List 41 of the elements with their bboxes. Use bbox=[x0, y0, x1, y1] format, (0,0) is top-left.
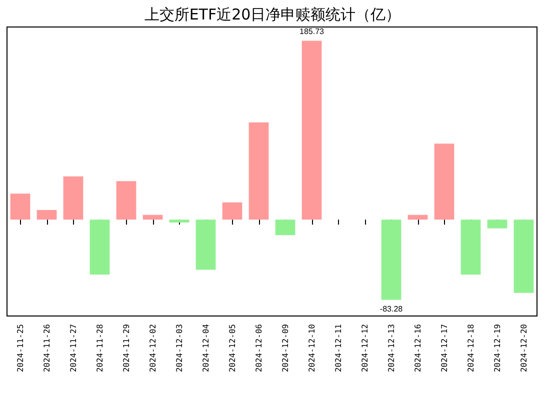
bar bbox=[381, 220, 402, 300]
x-tick-label: 2024-12-09 bbox=[280, 324, 290, 372]
x-tick-label: 2024-12-04 bbox=[201, 324, 210, 372]
data-label: 185.73 bbox=[300, 27, 325, 36]
x-tick-label: 2024-12-17 bbox=[440, 324, 449, 372]
data-label: -83.28 bbox=[380, 304, 404, 314]
x-tick-label: 2024-12-06 bbox=[254, 324, 264, 372]
x-tick-label: 2024-12-16 bbox=[413, 324, 422, 372]
x-tick-label: 2024-11-25 bbox=[16, 324, 25, 372]
bar bbox=[169, 220, 190, 223]
chart-title: 上交所ETF近20日净申赎额统计（亿） bbox=[144, 6, 401, 24]
x-tick-label: 2024-11-27 bbox=[68, 324, 78, 372]
bar bbox=[36, 210, 57, 220]
bar bbox=[275, 220, 296, 236]
bar bbox=[222, 202, 242, 220]
x-tick-label: 2024-11-28 bbox=[95, 324, 104, 372]
bar bbox=[460, 220, 481, 275]
bar bbox=[408, 214, 428, 220]
x-tick-label: 2024-12-02 bbox=[148, 324, 158, 372]
x-tick-label: 2024-11-26 bbox=[42, 324, 52, 372]
bar bbox=[10, 194, 30, 220]
bar bbox=[196, 220, 216, 270]
x-tick-label: 2024-12-18 bbox=[466, 324, 476, 372]
x-tick-label: 2024-12-10 bbox=[307, 324, 316, 372]
bar bbox=[63, 176, 84, 220]
bar bbox=[487, 220, 508, 228]
x-tick-label: 2024-12-12 bbox=[360, 324, 370, 372]
bar bbox=[142, 214, 163, 220]
x-tick-label: 2024-11-29 bbox=[122, 324, 131, 372]
bar bbox=[434, 144, 454, 220]
x-tick-label: 2024-12-11 bbox=[334, 324, 343, 372]
x-tick-label: 2024-12-05 bbox=[228, 324, 237, 372]
x-tick-label: 2024-12-03 bbox=[174, 324, 184, 372]
bar bbox=[514, 220, 534, 293]
x-tick-label: 2024-12-20 bbox=[519, 324, 528, 372]
x-tick-label: 2024-12-19 bbox=[492, 324, 502, 372]
bar bbox=[116, 181, 136, 220]
bar bbox=[90, 220, 110, 275]
bar bbox=[248, 122, 269, 220]
bar bbox=[302, 40, 322, 220]
x-tick-label: 2024-12-13 bbox=[386, 324, 396, 372]
